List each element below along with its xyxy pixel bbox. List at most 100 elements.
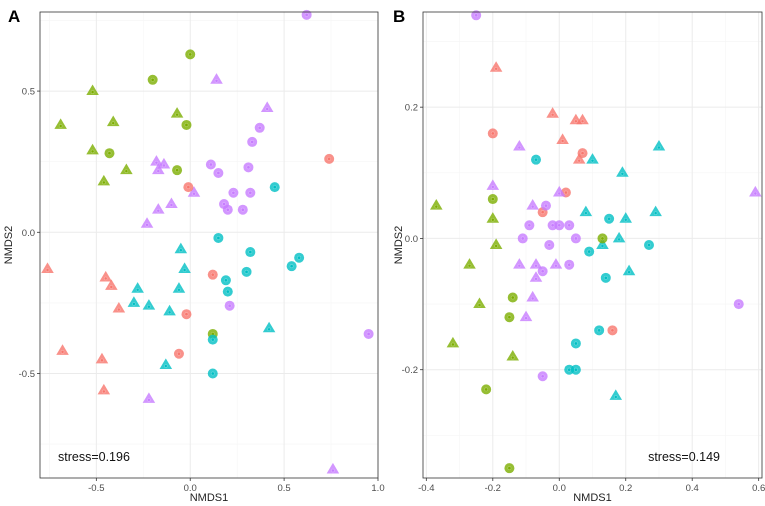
- data-point-center: [111, 121, 116, 125]
- data-point-purple-triangle: [165, 197, 178, 209]
- data-point-purple-triangle: [142, 392, 156, 403]
- data-point-center: [517, 145, 522, 150]
- data-point-center: [610, 328, 615, 333]
- data-point-center: [567, 223, 572, 228]
- data-point-purple-triangle: [513, 139, 526, 151]
- data-point-center: [574, 119, 578, 124]
- data-point-center: [527, 223, 532, 228]
- data-point-cyan-triangle: [131, 282, 144, 293]
- data-point-cyan-triangle: [609, 389, 623, 400]
- x-tick-label: 0.6: [752, 483, 765, 494]
- data-point-center: [573, 367, 578, 372]
- data-point-center: [477, 303, 482, 307]
- data-point-purple-triangle: [486, 179, 500, 190]
- data-point-center: [540, 210, 545, 215]
- data-point-red-triangle: [576, 113, 589, 125]
- data-point-cyan-triangle: [586, 153, 599, 164]
- data-point-purple-triangle: [552, 185, 566, 197]
- data-point-center: [182, 268, 187, 272]
- data-point-center: [600, 236, 605, 241]
- data-point-green-triangle: [86, 143, 99, 155]
- data-point-center: [162, 163, 166, 168]
- data-point-center: [557, 223, 562, 228]
- data-point-center: [494, 66, 498, 71]
- data-point-green-triangle: [473, 297, 486, 309]
- panel-b: -0.4 -0.2 0.0 0.2 0.4 0.6 -0.2 0.0 0.2 B NMDS1 NMDS…: [393, 7, 765, 504]
- data-point-center: [584, 211, 588, 215]
- data-point-center: [107, 151, 112, 156]
- data-point-center: [210, 337, 215, 342]
- data-point-center: [507, 466, 512, 471]
- data-point-center: [627, 270, 631, 275]
- data-point-center: [331, 468, 335, 473]
- data-point-center: [267, 327, 271, 332]
- data-point-center: [573, 341, 578, 346]
- data-point-center: [534, 263, 538, 268]
- data-point-center: [222, 202, 226, 206]
- panel-label: B: [393, 7, 405, 26]
- y-tick-label: -0.2: [402, 365, 418, 376]
- data-point-center: [580, 119, 585, 124]
- data-point-center: [587, 249, 592, 254]
- data-point-center: [550, 112, 555, 117]
- data-point-center: [603, 275, 608, 280]
- data-point-purple-triangle: [260, 101, 274, 112]
- data-point-center: [257, 125, 262, 130]
- data-point-center: [192, 191, 196, 196]
- data-point-green-triangle: [446, 336, 460, 348]
- data-point-red-triangle: [97, 383, 111, 395]
- data-point-cyan-triangle: [622, 264, 636, 276]
- data-point-cyan-triangle: [172, 282, 186, 293]
- data-point-red-triangle: [546, 107, 559, 118]
- data-point-center: [554, 263, 558, 268]
- panel-a: -0.5 0.0 0.5 1.0 -0.5 0.0 0.5 A NMDS1 NMDS2 stress…: [3, 7, 385, 504]
- data-point-cyan-triangle: [262, 321, 276, 333]
- data-point-center: [600, 244, 605, 248]
- data-point-purple-triangle: [526, 199, 539, 210]
- data-point-center: [613, 395, 618, 399]
- data-point-center: [547, 243, 552, 247]
- stress-annotation: stress=0.196: [58, 450, 130, 464]
- data-point-center: [534, 157, 538, 162]
- data-point-center: [210, 272, 215, 277]
- data-point-center: [177, 351, 181, 356]
- data-point-purple-triangle: [326, 462, 340, 474]
- data-point-center: [590, 158, 595, 163]
- data-point-center: [490, 131, 495, 136]
- data-point-cyan-triangle: [596, 238, 609, 249]
- data-point-center: [188, 52, 193, 57]
- data-point-center: [534, 277, 538, 281]
- data-point-cyan-triangle: [159, 358, 173, 369]
- data-point-center: [540, 374, 545, 379]
- data-point-purple-triangle: [157, 157, 171, 169]
- data-point-center: [484, 387, 489, 392]
- x-tick-label: 1.0: [371, 483, 384, 494]
- data-point-center: [248, 190, 253, 195]
- data-point-center: [124, 169, 129, 173]
- data-point-center: [550, 223, 555, 228]
- data-point-center: [620, 172, 625, 176]
- data-point-green-triangle: [506, 349, 520, 361]
- data-point-purple-triangle: [549, 258, 563, 269]
- data-point-center: [135, 287, 140, 292]
- x-tick-label: 0.4: [686, 483, 699, 494]
- data-point-center: [647, 243, 651, 247]
- data-point-center: [145, 223, 149, 227]
- data-point-center: [573, 236, 578, 241]
- data-point-center: [147, 398, 151, 402]
- data-point-center: [102, 389, 106, 394]
- data-point-center: [540, 269, 545, 274]
- data-point-center: [297, 255, 302, 260]
- data-point-red-triangle: [556, 133, 569, 144]
- data-point-center: [216, 236, 221, 240]
- data-point-center: [657, 145, 661, 150]
- data-point-center: [490, 217, 495, 222]
- stress-annotation: stress=0.149: [648, 450, 720, 464]
- plot-border: [39, 11, 379, 479]
- data-point-red-triangle: [105, 279, 118, 290]
- x-tick-label: 0.2: [619, 483, 632, 494]
- data-point-center: [434, 204, 439, 209]
- data-point-center: [216, 171, 221, 175]
- data-point-center: [597, 328, 602, 333]
- data-point-center: [507, 315, 512, 320]
